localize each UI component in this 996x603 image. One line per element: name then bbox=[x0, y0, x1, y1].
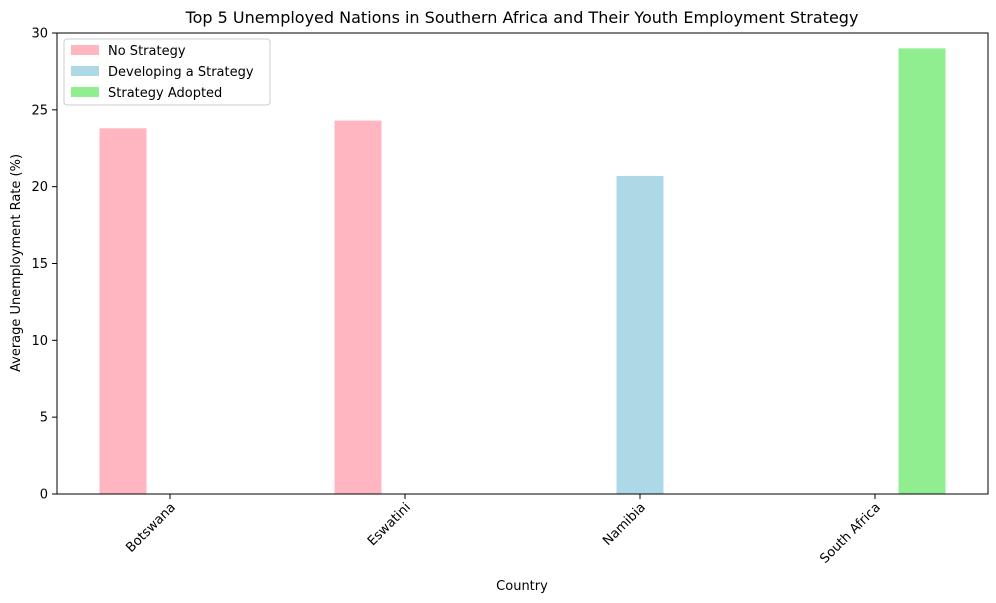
y-tick-label: 0 bbox=[40, 488, 48, 503]
bars-layer bbox=[99, 48, 946, 495]
y-axis-label: Average Unemployment Rate (%) bbox=[9, 154, 24, 372]
y-tick-label: 10 bbox=[31, 334, 48, 349]
bar-south-africa bbox=[898, 48, 946, 494]
plot-frame bbox=[56, 32, 989, 495]
legend-swatch bbox=[71, 87, 99, 97]
bar-namibia bbox=[616, 175, 664, 494]
bar-botswana bbox=[99, 128, 147, 495]
y-tick-label: 25 bbox=[31, 103, 48, 118]
y-tick-label: 30 bbox=[31, 27, 48, 42]
bar-eswatini bbox=[334, 120, 382, 494]
y-tick-label: 20 bbox=[31, 180, 48, 195]
legend: No Strategy Developing a Strategy Strategy… bbox=[63, 38, 271, 106]
y-tick-label: 15 bbox=[31, 257, 48, 272]
legend-swatch bbox=[71, 66, 99, 76]
y-tick-label: 5 bbox=[40, 411, 48, 426]
legend-label: No Strategy bbox=[108, 44, 186, 59]
y-axis-ticks: 0 5 10 15 20 25 30 bbox=[31, 27, 57, 503]
legend-frame bbox=[63, 38, 271, 106]
x-axis-label: Country bbox=[496, 579, 548, 594]
chart-title: Top 5 Unemployed Nations in Southern Afr… bbox=[185, 8, 859, 27]
legend-label: Developing a Strategy bbox=[108, 65, 254, 80]
legend-swatch bbox=[71, 45, 99, 55]
legend-label: Strategy Adopted bbox=[108, 86, 222, 101]
